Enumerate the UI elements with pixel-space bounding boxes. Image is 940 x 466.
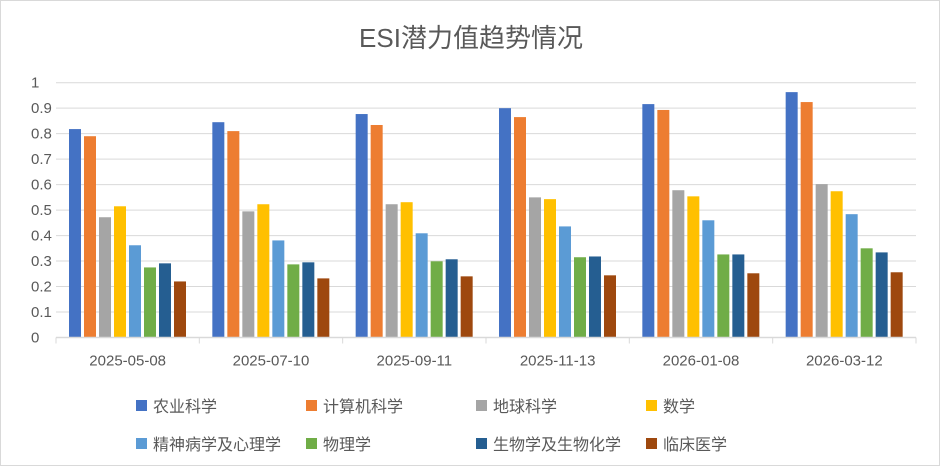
legend-swatch — [136, 437, 147, 449]
bar — [415, 233, 428, 338]
legend-label: 数学 — [663, 397, 696, 416]
bar — [875, 252, 888, 338]
bar — [559, 226, 571, 338]
legend-swatch — [306, 399, 317, 411]
bar — [687, 196, 700, 338]
bar — [445, 259, 458, 338]
bar — [159, 263, 171, 338]
x-tick-label: 2025-09-11 — [377, 353, 453, 370]
bar — [529, 197, 541, 338]
bar — [227, 131, 240, 338]
legend-item: 临床医学 — [646, 431, 816, 455]
bar — [732, 254, 745, 338]
y-tick-label: 1 — [31, 75, 39, 92]
bar — [355, 114, 368, 338]
legend-swatch — [306, 437, 317, 449]
bar — [212, 122, 225, 338]
x-tick-label: 2025-07-10 — [233, 353, 310, 370]
y-tick-label: 0.1 — [31, 304, 52, 321]
bar — [830, 191, 843, 338]
bar — [370, 124, 383, 338]
bar — [800, 102, 813, 338]
bar — [514, 117, 526, 338]
legend-item: 生物学及生物化学 — [476, 431, 646, 455]
bar — [589, 256, 601, 338]
legend-item: 精神病学及心理学 — [136, 431, 306, 455]
y-tick-label: 0.9 — [31, 100, 52, 117]
bar — [702, 220, 715, 338]
y-tick-label: 0.2 — [31, 279, 52, 296]
bar — [890, 272, 903, 338]
bar — [144, 267, 156, 338]
bar — [860, 248, 873, 338]
y-tick-label: 0.3 — [31, 253, 52, 270]
bar — [672, 190, 685, 338]
bar — [272, 240, 285, 338]
legend-swatch — [476, 399, 487, 411]
legend-swatch — [136, 399, 147, 411]
bar — [302, 262, 315, 338]
bar — [317, 278, 330, 338]
bar — [430, 261, 443, 338]
bar — [84, 136, 96, 338]
y-tick-label: 0.6 — [31, 177, 52, 194]
x-tick-label: 2026-03-12 — [806, 353, 883, 370]
legend-item: 计算机科学 — [306, 393, 476, 417]
bar — [460, 276, 473, 338]
bar — [604, 275, 616, 338]
legend-swatch — [646, 399, 657, 411]
legend-item: 物理学 — [306, 431, 476, 455]
legend-label: 精神病学及心理学 — [153, 435, 282, 454]
x-tick-label: 2025-11-13 — [520, 353, 596, 370]
legend-label: 农业科学 — [153, 397, 218, 416]
legend-label: 地球科学 — [493, 397, 558, 416]
legend-item: 农业科学 — [136, 393, 306, 417]
bar — [69, 129, 81, 338]
bar — [129, 245, 141, 338]
bar — [815, 184, 828, 338]
y-tick-label: 0.7 — [31, 151, 52, 168]
bar — [785, 92, 798, 338]
y-tick-label: 0.4 — [31, 228, 52, 245]
bar — [257, 204, 270, 338]
bar — [242, 211, 255, 338]
x-tick-label: 2025-05-08 — [89, 353, 166, 370]
bar — [499, 108, 511, 338]
legend-label: 计算机科学 — [323, 397, 404, 416]
legend-swatch — [646, 437, 657, 449]
legend-label: 临床医学 — [663, 435, 728, 454]
legend-item: 数学 — [646, 393, 816, 417]
bar — [385, 204, 398, 338]
bar — [747, 273, 760, 338]
legend-swatch — [476, 437, 487, 449]
y-tick-label: 0.5 — [31, 202, 52, 219]
bar — [287, 264, 300, 338]
y-tick-label: 0.8 — [31, 126, 52, 143]
legend-label: 物理学 — [323, 435, 372, 454]
bar — [642, 104, 655, 338]
x-tick-label: 2026-01-08 — [663, 353, 740, 370]
bar — [400, 202, 413, 338]
bar — [114, 206, 126, 338]
chart-title: ESI潜力值趋势情况 — [359, 23, 583, 53]
legend-label: 生物学及生物化学 — [493, 435, 622, 454]
legend: 农业科学 计算机科学 地球科学 数学精神病学及心理学 物理学 生物学及生物化学 临床医学 — [136, 393, 836, 455]
legend-item: 地球科学 — [476, 393, 646, 417]
y-tick-label: 0 — [31, 330, 39, 347]
bar — [544, 199, 556, 338]
bar — [174, 281, 186, 338]
bar — [657, 109, 670, 338]
bar — [717, 254, 730, 338]
bar — [845, 214, 858, 338]
bar — [574, 257, 586, 338]
bar — [99, 217, 111, 338]
